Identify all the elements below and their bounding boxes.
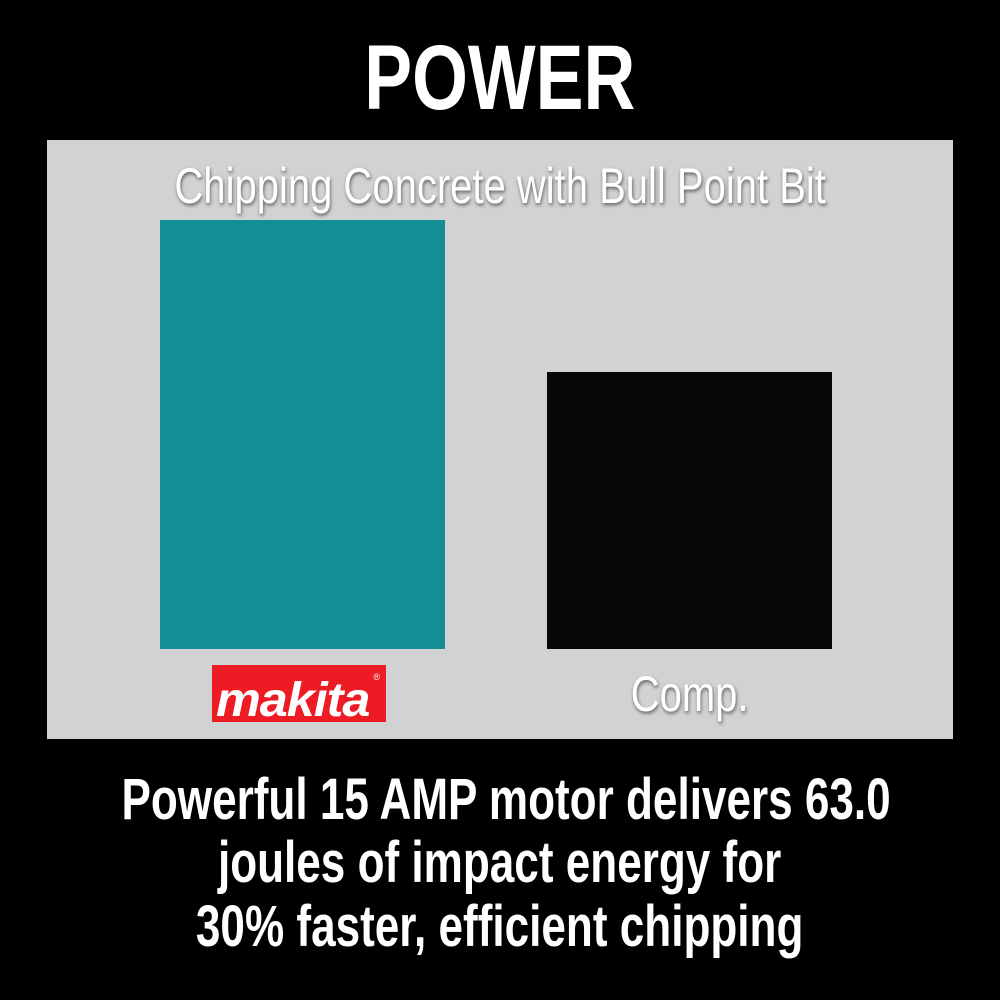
makita-logo: makita ® <box>212 665 386 722</box>
chart-title-text: Chipping Concrete with Bull Point Bit <box>174 158 826 214</box>
footer-text: 30% faster, efficient chipping <box>196 894 804 959</box>
bar-makita <box>160 220 445 649</box>
registered-mark-icon: ® <box>373 672 380 682</box>
title-text: POWER <box>364 27 636 129</box>
logo-wordmark: makita <box>216 674 370 722</box>
footer-text: Powerful 15 AMP motor delivers 63.0 <box>121 767 891 832</box>
bar-comp <box>547 372 832 649</box>
footer-text: joules of impact energy for <box>218 830 782 895</box>
chart-title: Chipping Concrete with Bull Point Bit <box>47 158 953 214</box>
comp-label-text: Comp. <box>630 666 749 722</box>
chart-panel: Chipping Concrete with Bull Point Bit ma… <box>47 140 953 739</box>
footer-line-1: Powerful 15 AMP motor delivers 63.0 <box>0 768 1000 832</box>
footer-line-2: joules of impact energy for <box>0 831 1000 895</box>
page-title: POWER <box>0 28 1000 128</box>
bar-label-comp: Comp. <box>547 664 832 724</box>
footer-line-3: 30% faster, efficient chipping <box>0 895 1000 959</box>
